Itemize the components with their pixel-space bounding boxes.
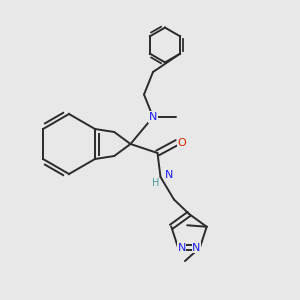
Text: N: N	[165, 170, 173, 181]
Text: O: O	[177, 137, 186, 148]
Text: H: H	[152, 178, 160, 188]
Text: N: N	[149, 112, 157, 122]
Text: N: N	[192, 242, 200, 253]
Text: N: N	[178, 242, 186, 253]
